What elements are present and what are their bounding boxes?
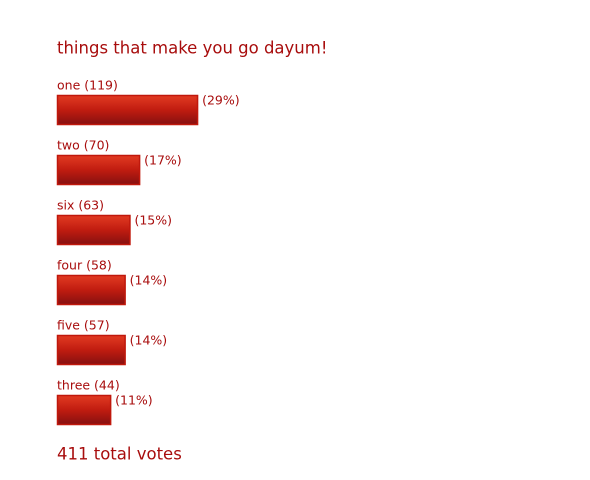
bar xyxy=(56,274,126,306)
option-label: four (58) xyxy=(57,258,112,273)
option-label: three (44) xyxy=(57,378,120,393)
bar xyxy=(56,94,199,126)
option-label: two (70) xyxy=(57,138,109,153)
option-label: one (119) xyxy=(57,78,118,93)
percent-label: (29%) xyxy=(202,93,240,108)
bar xyxy=(56,214,131,246)
percent-label: (17%) xyxy=(144,153,182,168)
bar xyxy=(56,334,126,366)
bar xyxy=(56,154,141,186)
percent-label: (15%) xyxy=(134,213,172,228)
poll-title: things that make you go dayum! xyxy=(57,39,327,58)
option-label: six (63) xyxy=(57,198,104,213)
percent-label: (11%) xyxy=(115,393,153,408)
percent-label: (14%) xyxy=(130,333,168,348)
bar xyxy=(56,394,112,426)
option-label: five (57) xyxy=(57,318,110,333)
total-votes: 411 total votes xyxy=(57,445,182,464)
percent-label: (14%) xyxy=(130,273,168,288)
